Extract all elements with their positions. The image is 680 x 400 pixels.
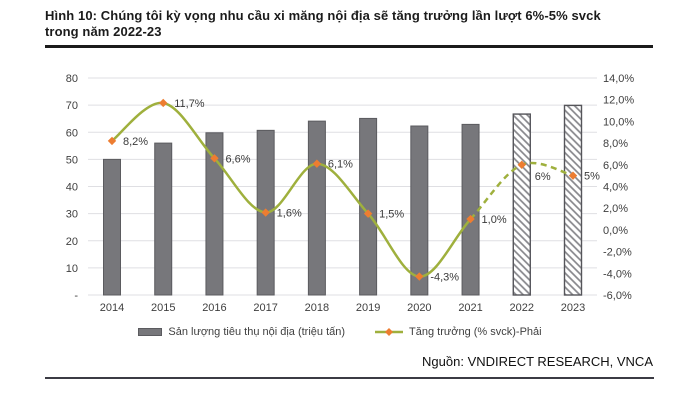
chart-area: 80 70 60 50 40 30 20 10 - 14,0% 12,0% 10,0% 8,0% 6,0%…	[0, 58, 680, 320]
right-axis-tick: 6,0%	[603, 160, 628, 172]
right-axis-tick: -2,0%	[603, 247, 632, 259]
figure-title-line-2: trong năm 2022-23	[45, 24, 162, 39]
growth-data-label-2014: 8,2%	[123, 136, 148, 148]
legend-bars-label: Sản lượng tiêu thụ nội địa (triệu tấn)	[168, 326, 346, 338]
growth-data-label-2021: 1,0%	[482, 214, 507, 226]
legend-item-line: Tăng trưởng (% svck)-Phải	[375, 326, 542, 338]
x-axis-label: 2017	[253, 302, 277, 314]
legend-item-bars: Sản lượng tiêu thụ nội địa (triệu tấn)	[138, 326, 345, 338]
growth-data-label-2017: 1,6%	[277, 208, 302, 220]
chart-legend: Sản lượng tiêu thụ nội địa (triệu tấn) T…	[0, 326, 680, 338]
growth-marker-2022	[517, 160, 526, 169]
right-axis-tick: 2,0%	[603, 203, 628, 215]
chart-canvas: 80 70 60 50 40 30 20 10 - 14,0% 12,0% 10,0% 8,0% 6,0%…	[66, 73, 635, 314]
growth-marker-2017	[261, 208, 270, 217]
growth-marker-2019	[363, 209, 373, 218]
left-axis-tick: 60	[66, 127, 78, 139]
bar-2020	[410, 125, 429, 296]
right-axis-tick: 12,0%	[603, 95, 634, 107]
x-axis-label: 2014	[100, 302, 124, 314]
growth-data-label-2019: 1,5%	[379, 209, 404, 221]
bar-2015	[154, 142, 173, 296]
bar-2014	[103, 158, 121, 296]
x-axis-label: 2020	[407, 302, 431, 314]
x-axis-label: 2023	[561, 302, 585, 314]
left-axis-tick: 30	[66, 209, 78, 221]
x-axis-label: 2019	[356, 302, 380, 314]
left-axis-tick: 70	[66, 100, 78, 112]
bar-2018	[307, 120, 326, 296]
growth-marker-2014	[107, 136, 117, 146]
growth-data-label-2020: -4,3%	[430, 272, 459, 284]
figure-title: Hình 10: Chúng tôi kỳ vọng nhu cầu xi mă…	[45, 8, 660, 40]
left-axis-tick: 80	[66, 73, 78, 85]
source-note: Nguồn: VNDIRECT RESEARCH, VNCA	[0, 354, 653, 369]
x-axis-label: 2021	[458, 302, 482, 314]
right-axis-tick: 14,0%	[603, 73, 634, 85]
title-divider	[45, 45, 653, 48]
growth-marker-2023	[568, 171, 578, 180]
gridlines	[88, 77, 597, 296]
left-axis-tick: -	[74, 290, 78, 302]
growth-data-label-2022: 6%	[535, 171, 551, 183]
source-value: VNDIRECT RESEARCH, VNCA	[467, 354, 653, 369]
growth-data-label-2023: 5%	[584, 171, 600, 183]
right-axis-tick: -6,0%	[603, 290, 632, 302]
bar-2019	[359, 117, 378, 296]
source-label: Nguồn:	[422, 354, 464, 369]
legend-bar-swatch	[138, 328, 163, 336]
left-axis-tick: 20	[66, 236, 78, 248]
right-axis-tick: 8,0%	[603, 138, 628, 150]
figure-title-line-1: Hình 10: Chúng tôi kỳ vọng nhu cầu xi mă…	[45, 8, 601, 23]
right-axis-tick: 10,0%	[603, 116, 634, 128]
growth-data-label-2018: 6,1%	[328, 159, 353, 171]
x-axis-label: 2018	[305, 302, 329, 314]
growth-data-label-2015: 11,7%	[174, 98, 205, 110]
left-axis-tick: 40	[66, 182, 78, 194]
right-axis-tick: 0,0%	[603, 225, 628, 237]
legend-line-label: Tăng trưởng (% svck)-Phải	[409, 326, 542, 338]
bar-2023	[563, 104, 583, 296]
left-axis-tick: 10	[66, 263, 78, 275]
growth-marker-2018	[312, 159, 322, 168]
x-axis-label: 2016	[202, 302, 226, 314]
bar-2016	[205, 132, 224, 296]
right-axis-tick: -4,0%	[603, 268, 632, 280]
left-axis-tick: 50	[66, 154, 78, 166]
bar-2022	[512, 113, 531, 296]
growth-marker-2015	[159, 98, 168, 108]
growth-marker-2016	[210, 154, 219, 163]
x-axis-label: 2015	[151, 302, 175, 314]
right-axis-tick: 4,0%	[603, 182, 628, 194]
bar-2021	[461, 123, 480, 296]
growth-marker-2020	[415, 272, 424, 281]
growth-marker-2021	[466, 214, 475, 224]
bottom-divider	[45, 377, 654, 379]
growth-data-label-2016: 6,6%	[225, 153, 250, 165]
x-axis-label: 2022	[510, 302, 534, 314]
legend-line-swatch	[375, 328, 404, 336]
